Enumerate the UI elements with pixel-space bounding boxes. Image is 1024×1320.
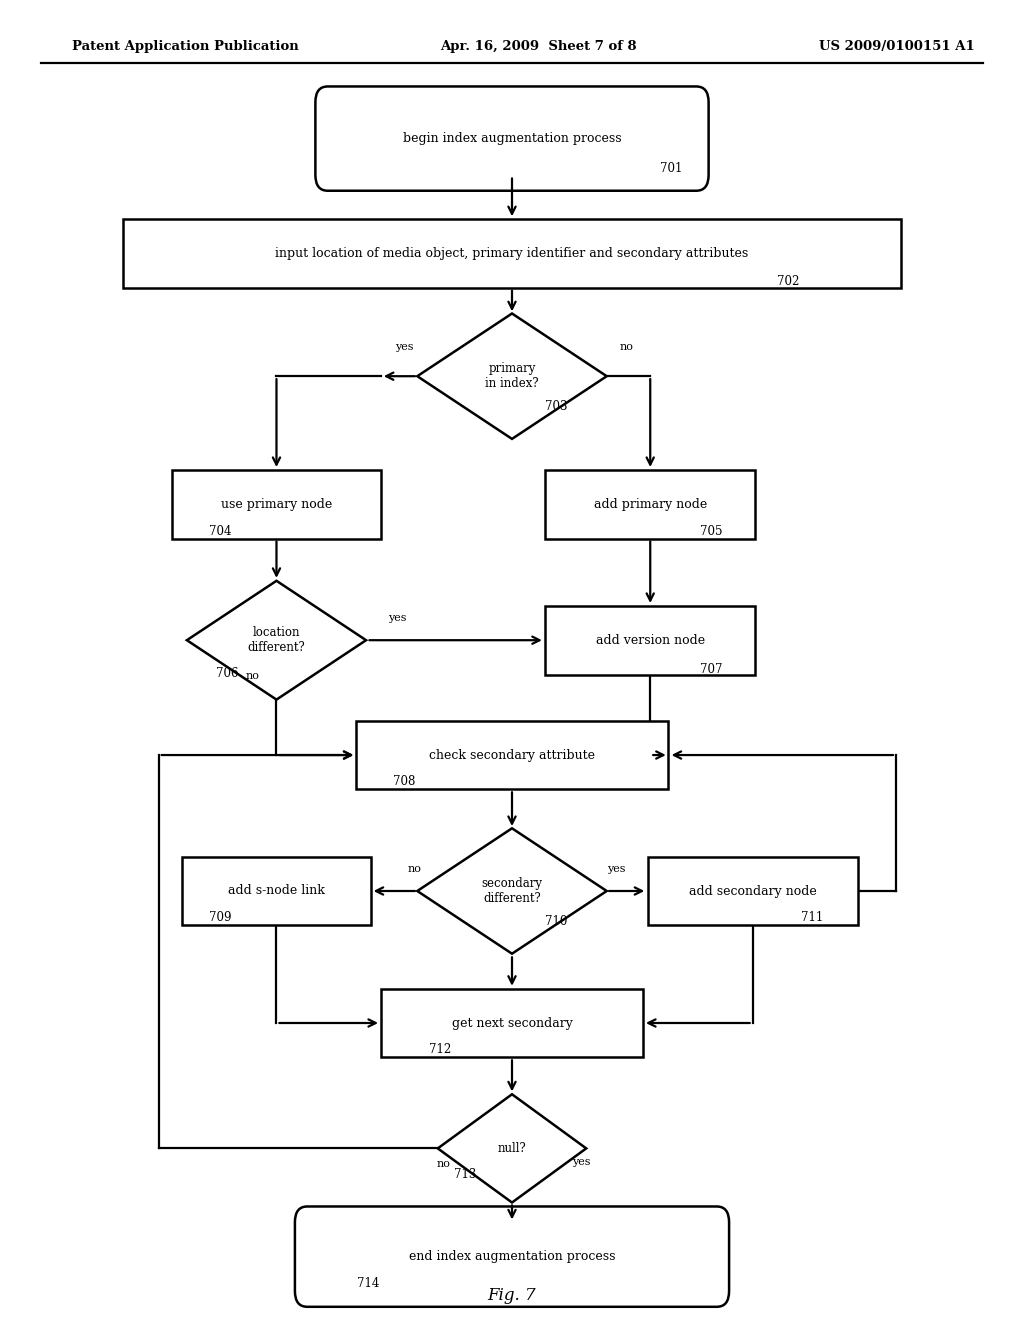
- Text: add s-node link: add s-node link: [228, 884, 325, 898]
- Bar: [647, 857, 857, 925]
- Text: yes: yes: [388, 612, 407, 623]
- Text: 707: 707: [700, 663, 723, 676]
- Polygon shape: [418, 314, 606, 438]
- Text: add primary node: add primary node: [594, 498, 707, 511]
- Text: 713: 713: [454, 1168, 476, 1181]
- Polygon shape: [438, 1094, 586, 1203]
- Text: 710: 710: [545, 915, 567, 928]
- Text: 712: 712: [429, 1043, 452, 1056]
- Bar: [356, 721, 669, 789]
- Bar: [172, 470, 382, 539]
- Text: 704: 704: [209, 525, 231, 539]
- Text: input location of media object, primary identifier and secondary attributes: input location of media object, primary …: [275, 247, 749, 260]
- Bar: [381, 989, 643, 1057]
- Text: use primary node: use primary node: [221, 498, 332, 511]
- Text: Patent Application Publication: Patent Application Publication: [72, 40, 298, 53]
- Text: check secondary attribute: check secondary attribute: [429, 748, 595, 762]
- Text: end index augmentation process: end index augmentation process: [409, 1250, 615, 1263]
- Polygon shape: [187, 581, 367, 700]
- Text: secondary
different?: secondary different?: [481, 876, 543, 906]
- Text: yes: yes: [607, 863, 626, 874]
- FancyBboxPatch shape: [295, 1206, 729, 1307]
- Text: yes: yes: [572, 1156, 591, 1167]
- Text: Apr. 16, 2009  Sheet 7 of 8: Apr. 16, 2009 Sheet 7 of 8: [440, 40, 637, 53]
- Text: 702: 702: [777, 275, 800, 288]
- Text: 706: 706: [216, 667, 239, 680]
- Text: 708: 708: [393, 775, 416, 788]
- Text: add secondary node: add secondary node: [689, 884, 816, 898]
- Text: 705: 705: [700, 525, 723, 539]
- Text: primary
in index?: primary in index?: [485, 362, 539, 391]
- Text: 714: 714: [357, 1276, 380, 1290]
- Bar: [182, 857, 372, 925]
- Text: begin index augmentation process: begin index augmentation process: [402, 132, 622, 145]
- Text: US 2009/0100151 A1: US 2009/0100151 A1: [819, 40, 975, 53]
- Polygon shape: [418, 829, 606, 953]
- Text: 711: 711: [801, 911, 823, 924]
- Text: no: no: [620, 342, 634, 352]
- Text: location
different?: location different?: [248, 626, 305, 655]
- Text: null?: null?: [498, 1142, 526, 1155]
- Text: no: no: [436, 1159, 451, 1170]
- Bar: [545, 606, 755, 675]
- Text: yes: yes: [395, 342, 414, 352]
- Text: Fig. 7: Fig. 7: [487, 1287, 537, 1304]
- Text: 703: 703: [545, 400, 567, 413]
- Text: no: no: [246, 671, 260, 681]
- Text: no: no: [408, 863, 422, 874]
- Text: add version node: add version node: [596, 634, 705, 647]
- Text: 701: 701: [659, 162, 682, 176]
- FancyBboxPatch shape: [315, 87, 709, 190]
- Text: get next secondary: get next secondary: [452, 1016, 572, 1030]
- Text: 709: 709: [209, 911, 231, 924]
- Bar: [123, 219, 901, 288]
- Bar: [545, 470, 755, 539]
